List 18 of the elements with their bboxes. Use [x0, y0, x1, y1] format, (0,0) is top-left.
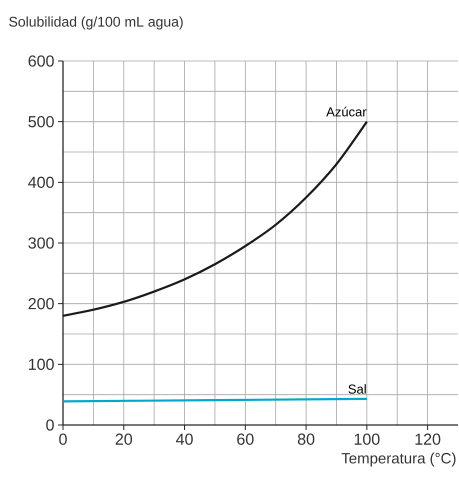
y-tick-label: 400	[28, 176, 54, 188]
series-label: Azúcar	[326, 106, 366, 116]
y-tick-label: 600	[28, 55, 54, 67]
y-tick-label: 200	[28, 298, 54, 310]
y-axis-title: Solubilidad (g/100 mL agua)	[9, 16, 183, 30]
y-tick-label: 0	[46, 419, 54, 431]
x-axis-title: Temperatura (°C)	[342, 452, 456, 467]
series-label: Sal	[348, 384, 366, 394]
y-tick-label: 300	[28, 237, 54, 249]
x-tick-label: 60	[237, 434, 254, 445]
x-tick-label: 100	[354, 434, 380, 445]
x-tick-label: 0	[59, 434, 67, 445]
y-tick-label: 500	[28, 116, 54, 128]
x-tick-label: 80	[298, 434, 314, 445]
x-tick-label: 40	[176, 434, 193, 445]
x-tick-label: 20	[116, 434, 132, 445]
y-tick-label: 100	[28, 358, 54, 370]
x-tick-label: 120	[415, 434, 440, 445]
